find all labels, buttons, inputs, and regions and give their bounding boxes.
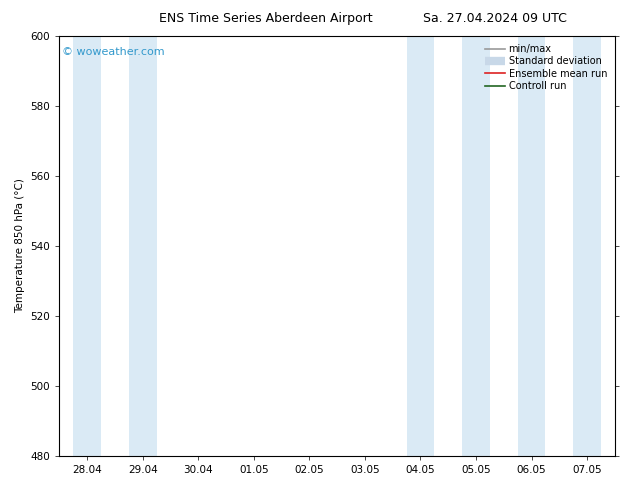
Y-axis label: Temperature 850 hPa (°C): Temperature 850 hPa (°C) <box>15 179 25 314</box>
Text: © woweather.com: © woweather.com <box>62 47 165 57</box>
Legend: min/max, Standard deviation, Ensemble mean run, Controll run: min/max, Standard deviation, Ensemble me… <box>482 41 610 94</box>
Bar <box>517 36 545 456</box>
Bar <box>573 36 601 456</box>
Text: Sa. 27.04.2024 09 UTC: Sa. 27.04.2024 09 UTC <box>423 12 566 25</box>
Bar <box>462 36 490 456</box>
Text: ENS Time Series Aberdeen Airport: ENS Time Series Aberdeen Airport <box>160 12 373 25</box>
Bar <box>129 36 157 456</box>
Bar <box>73 36 101 456</box>
Bar <box>406 36 434 456</box>
